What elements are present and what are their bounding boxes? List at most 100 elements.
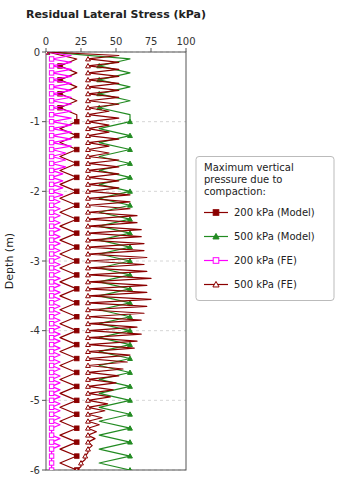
series-marker [86,105,91,109]
series-marker [74,468,79,470]
y-tick [42,191,46,192]
plot-frame [46,52,186,470]
legend-marker [213,233,219,239]
series-marker [49,440,53,444]
series-marker [86,370,91,374]
series-marker [49,370,53,374]
series-marker [128,147,133,151]
series-marker [49,189,53,193]
series-marker [75,133,79,137]
series-marker [86,147,91,151]
series-marker [86,384,91,388]
y-tick [42,121,46,122]
series-marker [128,203,133,207]
series-marker [49,356,53,360]
series-marker [75,412,79,416]
series-marker [86,77,91,81]
series-marker [86,342,91,346]
grid-line [46,261,186,262]
series-marker [75,119,79,123]
series-marker [128,273,133,277]
series-marker [49,113,53,117]
series-marker [128,259,133,263]
series-marker [86,440,91,444]
series-marker [128,356,133,360]
series-marker [49,64,53,68]
series-marker [86,363,91,367]
series-marker [86,119,91,123]
series-marker [86,161,91,165]
series-marker [49,231,53,235]
series-marker [75,189,79,193]
series-marker [75,203,79,207]
x-tick-label: 50 [110,36,123,47]
series-marker [128,189,133,193]
series-marker [86,273,91,277]
series-marker [46,52,48,54]
series-marker [49,433,53,437]
legend-label: 500 kPa (Model) [234,231,315,242]
series-marker [49,154,53,158]
series-marker [128,454,133,458]
series-marker [128,426,133,430]
grid-line [46,191,186,192]
series-marker [86,259,91,263]
series-line [46,52,151,470]
series-marker [49,349,53,353]
series-marker [128,314,133,318]
series-marker [86,377,91,381]
series-marker [86,447,91,451]
series-marker [86,321,91,325]
series-marker [49,335,53,339]
series-marker [49,322,53,326]
legend-marker [213,281,219,287]
series-marker [49,461,53,465]
y-tick-label: -2 [30,186,40,197]
y-tick [42,470,46,471]
x-tick-label: 75 [145,36,158,47]
x-tick [81,48,82,52]
series-marker [128,245,133,249]
series-marker [49,454,53,458]
series-marker [86,279,91,283]
y-tick-label: -6 [30,465,40,476]
series-marker [86,252,91,256]
series-marker [75,328,79,332]
series-marker [49,147,53,151]
series-marker [49,391,53,395]
series-marker [49,273,53,277]
y-tick [42,261,46,262]
series-marker [86,189,91,193]
series-marker [49,106,53,110]
series-marker [49,294,53,298]
y-tick-label: -3 [30,256,40,267]
series-marker [86,182,91,186]
legend-title-line: compaction: [204,186,266,197]
series-marker [86,293,91,297]
series-marker [49,252,53,256]
y-tick-label: -5 [30,395,40,406]
series-marker [86,57,91,61]
series-marker [86,217,91,221]
series-marker [49,99,53,103]
x-tick-label: 0 [43,36,49,47]
x-tick [46,48,47,52]
legend-label: 500 kPa (FE) [234,279,297,290]
series-marker [49,57,53,61]
series-marker [86,356,91,360]
series-marker [46,52,48,54]
series-marker [75,454,79,458]
series-marker [86,286,91,290]
series-marker [86,328,91,332]
series-marker [49,287,53,291]
legend-marker [213,258,219,264]
series-marker [128,175,133,179]
series-marker [128,342,133,346]
series-marker [86,426,91,430]
y-tick [42,400,46,401]
series-marker [86,126,91,130]
series-marker [86,300,91,304]
series-marker [49,301,53,305]
series-marker [86,412,91,416]
series-marker [86,203,91,207]
